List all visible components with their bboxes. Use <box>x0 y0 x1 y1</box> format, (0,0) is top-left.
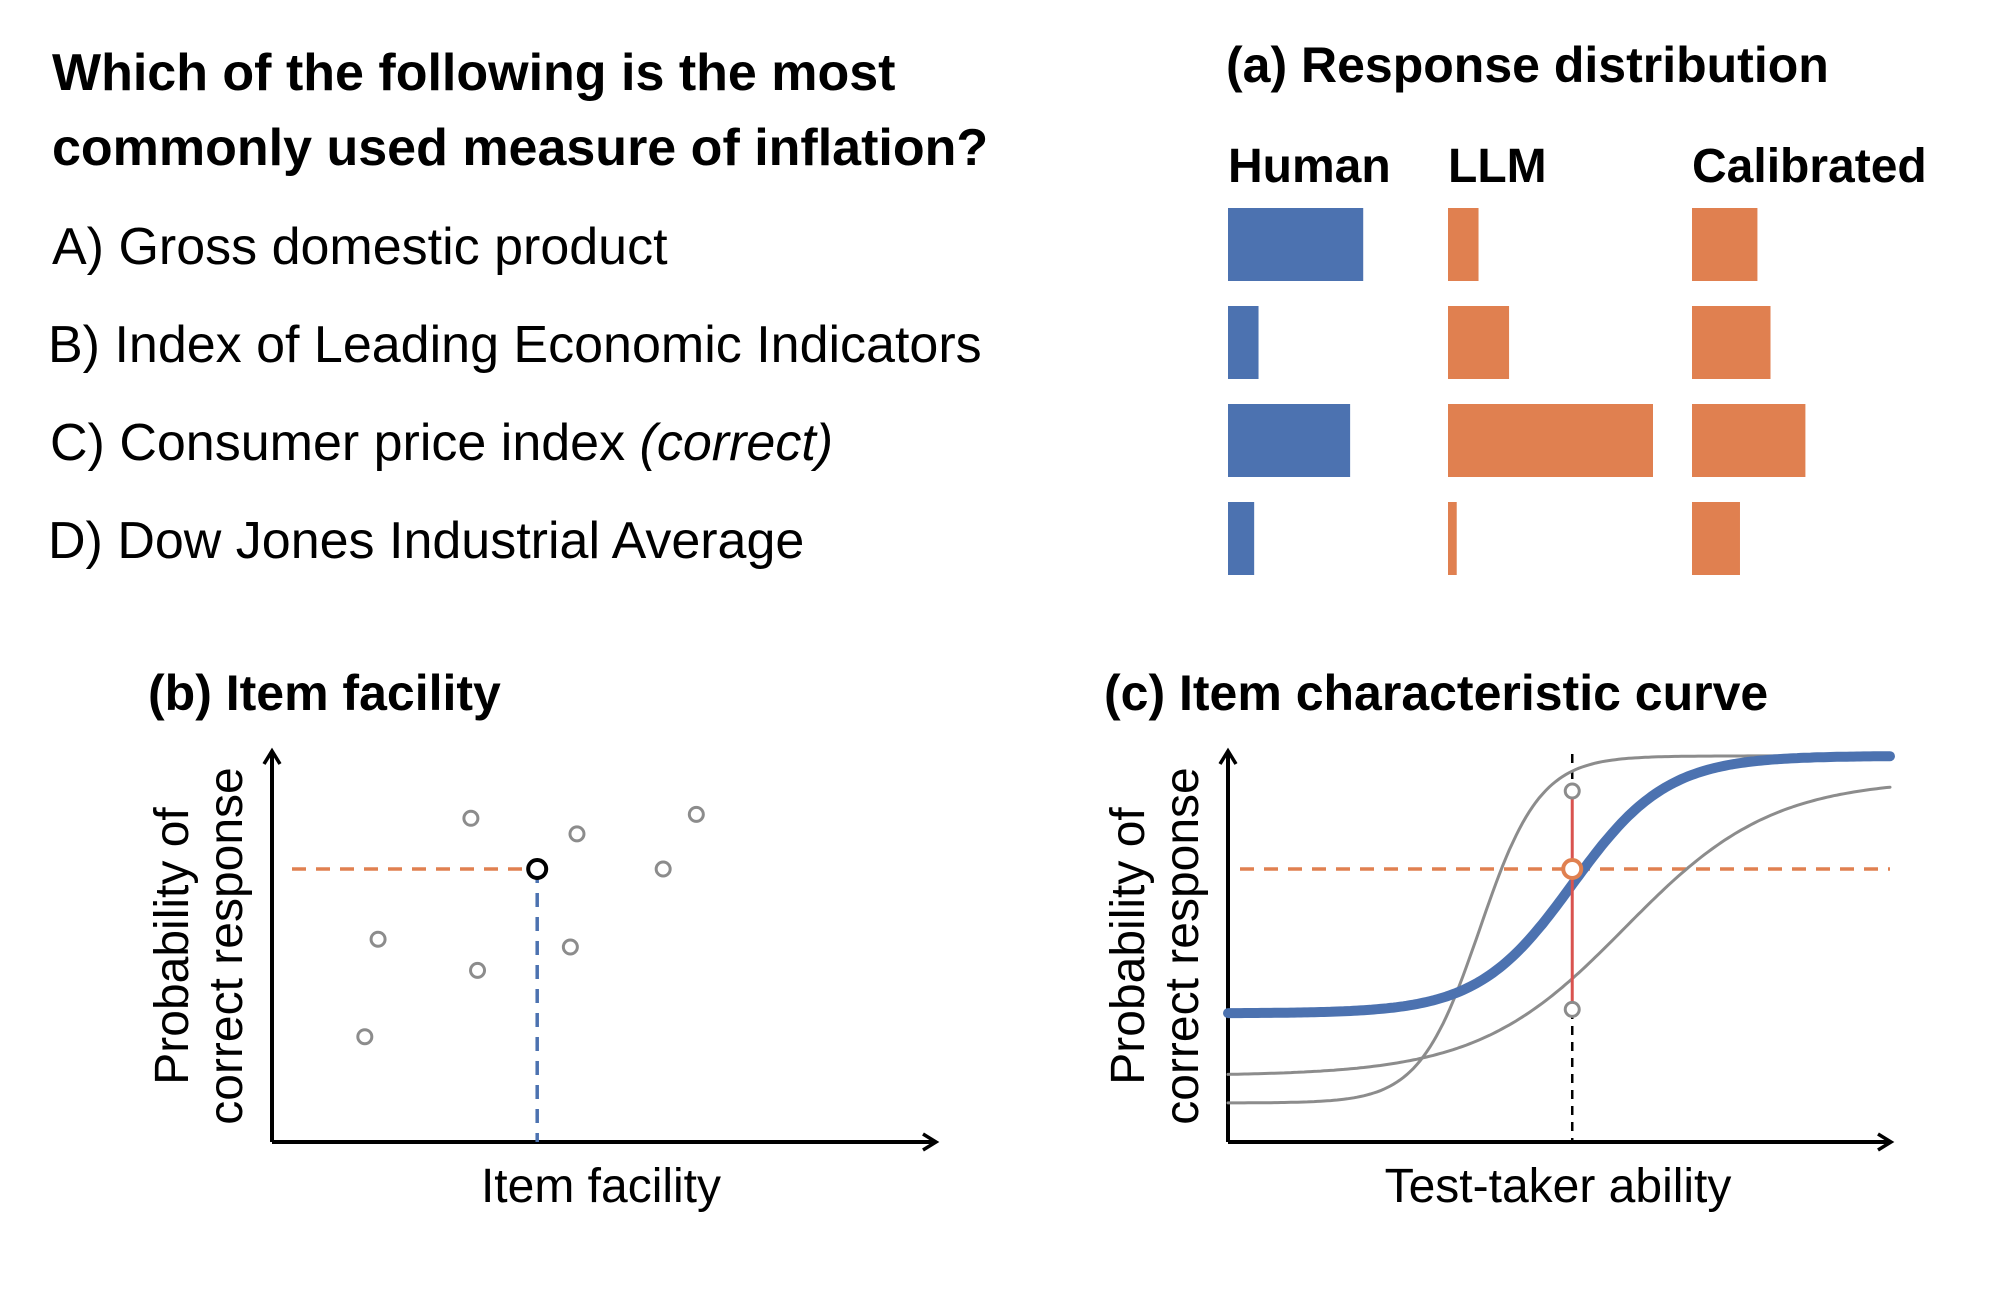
steep-curve-point <box>1563 782 1581 800</box>
question-block: Which of the following is the most commo… <box>48 44 988 570</box>
panel-b-y-label-2: correct response <box>200 767 253 1125</box>
bar-human-b <box>1228 306 1259 379</box>
bar-calibrated-d <box>1692 502 1740 575</box>
panel-b-item-facility: (b) Item facility Item facility Probabil… <box>146 665 940 1213</box>
bar-human-d <box>1228 502 1255 575</box>
panel-c-y-label-2: correct response <box>1156 767 1209 1125</box>
panel-c-item-characteristic-curve: (c) Item characteristic curve Test-taker… <box>1102 665 1895 1213</box>
panel-b-y-label-1: Probability of <box>146 807 199 1085</box>
panel-b-x-label: Item facility <box>481 1160 721 1213</box>
bar-calibrated-a <box>1692 208 1758 281</box>
icc-curve-thin-shallow <box>1226 785 1892 1076</box>
panel-c-title: (c) Item characteristic curve <box>1104 665 1768 721</box>
scatter-marks <box>292 805 705 1142</box>
panel-a-response-distribution: (a) Response distribution Human LLM Cali… <box>1226 37 1927 575</box>
bar-llm-a <box>1448 208 1479 281</box>
item-point-4 <box>654 860 672 878</box>
bar-human-a <box>1228 208 1364 281</box>
bar-calibrated-b <box>1692 306 1771 379</box>
panel-b-title: (b) Item facility <box>148 665 501 721</box>
curve-marks <box>1223 751 1895 1142</box>
legend-human: Human <box>1228 140 1391 193</box>
item-point-5 <box>369 930 387 948</box>
target-item-point <box>526 858 549 880</box>
bar-group <box>1228 208 1806 575</box>
bar-llm-c <box>1448 404 1653 477</box>
panel-a-title: (a) Response distribution <box>1226 37 1829 93</box>
icc-curve-main <box>1223 751 1895 1019</box>
question-line-1: Which of the following is the most <box>52 44 896 102</box>
bar-llm-d <box>1448 502 1457 575</box>
option-b: B) Index of Leading Economic Indicators <box>48 316 982 374</box>
panel-c-x-label: Test-taker ability <box>1385 1160 1732 1213</box>
item-point-6 <box>469 961 487 979</box>
option-a: A) Gross domestic product <box>52 218 668 276</box>
item-point-2 <box>568 825 586 843</box>
item-point-8 <box>356 1028 374 1046</box>
option-c: C) Consumer price index (correct) <box>50 414 833 472</box>
legend-llm: LLM <box>1448 140 1547 193</box>
target-point <box>1561 858 1584 880</box>
legend-calibrated: Calibrated <box>1692 140 1927 193</box>
bar-calibrated-c <box>1692 404 1806 477</box>
question-line-2: commonly used measure of inflation? <box>52 119 988 177</box>
bar-llm-b <box>1448 306 1510 379</box>
item-point-7 <box>561 938 579 956</box>
option-d: D) Dow Jones Industrial Average <box>48 512 804 570</box>
bar-human-c <box>1228 404 1351 477</box>
shallow-curve-point <box>1563 1000 1581 1018</box>
panel-c-y-label-1: Probability of <box>1102 807 1155 1085</box>
correct-note: (correct) <box>640 414 834 472</box>
item-point-3 <box>687 805 705 823</box>
item-point-1 <box>462 809 480 827</box>
